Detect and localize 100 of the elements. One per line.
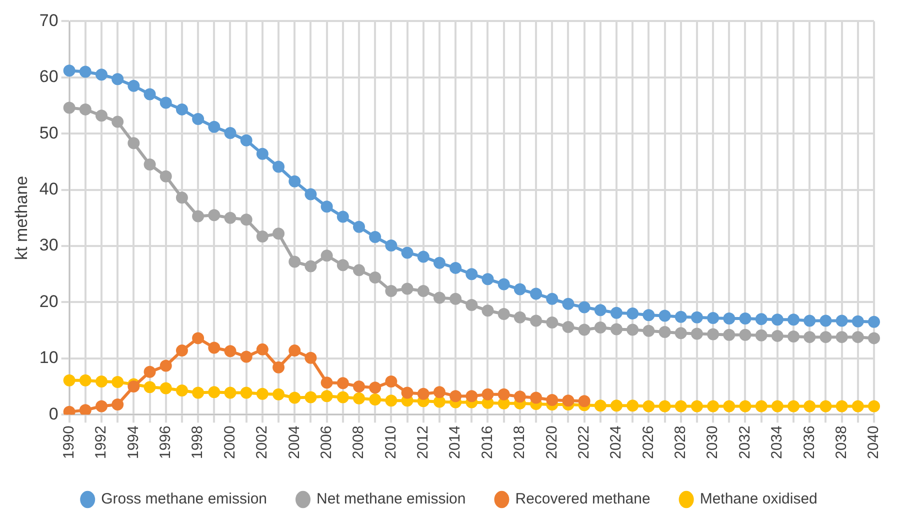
point [674,327,687,340]
point [240,134,252,146]
point [95,110,108,122]
x-tick-label: 1992 [92,426,110,460]
point [546,292,558,305]
point [723,312,736,325]
point [868,400,880,412]
y-tick-label: 40 [39,180,58,198]
x-tick-label: 2024 [608,426,625,460]
point [852,400,864,412]
point [868,332,880,344]
point [498,397,510,410]
point [240,386,252,399]
point [272,388,285,400]
x-tick-label: 2038 [832,426,850,460]
point [192,112,204,125]
x-tick-label: 2018 [511,426,528,460]
point [256,343,268,356]
point [128,80,140,92]
x-tick-label: 1994 [124,426,142,460]
point [417,250,430,263]
x-tick-label: 2026 [640,426,657,460]
point [385,375,398,388]
point [578,395,590,408]
point [739,328,752,341]
point [192,332,204,344]
y-tick-label: 60 [39,67,58,86]
x-tick-label: 1996 [157,426,174,460]
point [594,304,606,316]
point [723,328,736,341]
point [144,158,156,171]
y-tick-label: 50 [39,123,58,142]
point [353,264,365,276]
point [578,324,590,336]
point [176,344,188,357]
point [690,328,703,340]
x-tick-label: 2036 [800,426,818,460]
point [304,391,317,404]
x-tick-label: 2034 [768,426,786,460]
x-tick-label: 2032 [736,426,754,460]
point [112,376,124,388]
x-tick-label: 2000 [221,426,238,460]
point [514,390,526,403]
point [723,400,736,412]
point [466,299,478,312]
point [804,400,816,412]
point [836,400,848,412]
point [852,331,864,344]
point [79,66,92,78]
point [707,328,720,340]
point [482,304,494,317]
point [160,382,172,394]
y-tick-label: 20 [39,292,58,311]
point [482,388,494,400]
point [63,102,76,114]
point [739,312,752,325]
point [771,330,784,342]
point [788,330,800,343]
point [369,271,382,284]
x-tick-label: 2040 [865,426,882,460]
point [240,350,252,363]
x-tick-label: 2002 [254,426,271,460]
point [192,386,204,399]
point [417,388,430,400]
point [385,394,398,407]
point [804,331,816,344]
point [385,284,398,297]
point [836,331,848,344]
point [144,366,156,378]
point [417,284,430,297]
point [112,73,124,86]
point [224,386,236,399]
point [771,400,784,412]
point [658,326,671,338]
point [128,380,140,393]
point [176,103,188,116]
point [771,314,784,326]
point [128,137,140,150]
point [755,313,768,326]
point [336,391,349,404]
point [353,220,365,233]
point [836,314,848,327]
x-tick-label: 2010 [382,426,400,460]
point [674,400,687,412]
point [658,400,671,412]
point [498,388,510,400]
point [562,298,574,310]
point [288,392,301,404]
point [820,400,832,412]
point [450,292,462,305]
point [208,120,220,133]
point [546,394,558,406]
point [450,262,462,274]
point [820,314,832,327]
legend-label: Recovered methane [515,490,650,508]
point [498,308,510,320]
point [594,322,606,334]
point [320,250,333,262]
point [208,209,220,222]
point [79,103,92,116]
